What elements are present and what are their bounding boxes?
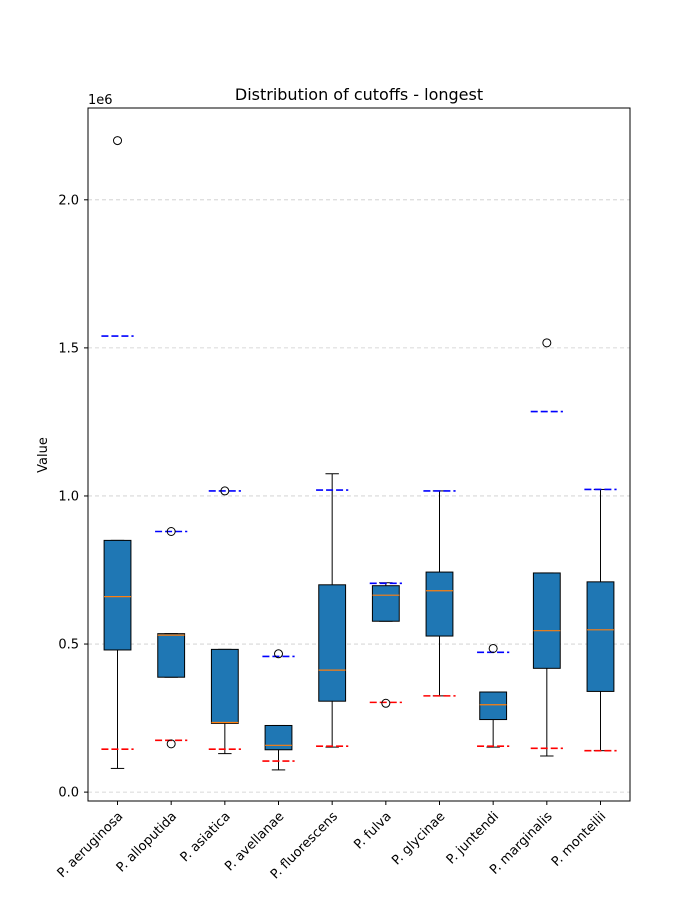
y-tick-label: 1.5: [58, 341, 79, 356]
box-group: [477, 643, 510, 748]
x-tick-label: P. aeruginosa: [55, 809, 127, 881]
y-tick-label: 0.0: [58, 786, 79, 801]
box-group: [584, 488, 617, 752]
outlier-point: [166, 739, 176, 749]
chart-title: Distribution of cutoffs - longest: [235, 85, 483, 104]
y-tick-label: 1.0: [58, 489, 79, 504]
box-body: [210, 648, 239, 724]
box-body: [371, 585, 400, 622]
box-body: [479, 691, 508, 721]
box-group: [530, 338, 563, 757]
box-group: [316, 473, 349, 748]
box-body: [103, 539, 132, 651]
box-body: [318, 584, 347, 702]
outlier-point: [542, 338, 552, 348]
box-body: [532, 572, 561, 669]
y-axis-label: Value: [36, 437, 51, 473]
box-group: [262, 649, 295, 771]
box-body: [264, 724, 293, 751]
box-body: [425, 571, 454, 637]
x-tick-label: P. glycinae: [389, 809, 448, 868]
box-group: [423, 490, 456, 697]
outlier-point: [274, 649, 284, 659]
box-group: [208, 486, 241, 755]
y-offset-label: 1e6: [88, 93, 113, 108]
x-tick-label: P. juntendi: [444, 809, 502, 867]
x-tick-label: P. asiatica: [178, 809, 234, 865]
outlier-point: [381, 698, 391, 708]
outlier-point: [113, 136, 123, 146]
plot-frame: [87, 107, 631, 802]
y-tick-label: 2.0: [58, 193, 79, 208]
box-group: [155, 527, 188, 749]
box-group: [101, 136, 134, 769]
x-tick-label: P. fulva: [351, 809, 394, 852]
grid-layer: [88, 199, 630, 793]
outlier-point: [166, 527, 176, 536]
x-tick-label: P. monteilii: [549, 809, 609, 869]
outlier-point: [488, 643, 498, 653]
box-body: [157, 633, 186, 678]
box-body: [586, 581, 615, 692]
outlier-point: [220, 486, 230, 496]
y-tick-label: 0.5: [58, 638, 79, 653]
box-layer: [101, 136, 617, 771]
box-group: [369, 582, 402, 708]
